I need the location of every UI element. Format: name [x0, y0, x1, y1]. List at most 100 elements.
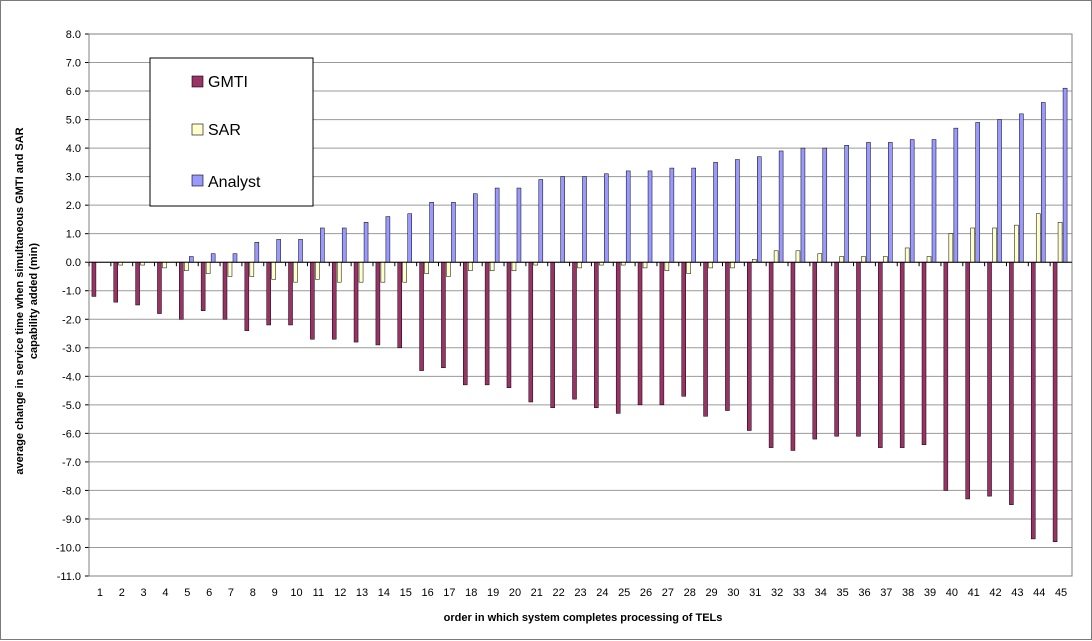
- x-tick-label: 5: [184, 587, 190, 599]
- bar-analyst-44: [1040, 102, 1046, 263]
- x-tick-label: 14: [378, 587, 390, 599]
- bar-analyst-6: [210, 253, 216, 263]
- bar-gmti-11: [310, 261, 315, 340]
- bar-analyst-14: [385, 216, 391, 263]
- bar-gmti-16: [419, 261, 424, 371]
- bar-gmti-14: [375, 261, 381, 346]
- bar-analyst-8: [254, 241, 260, 263]
- bar-gmti-29: [703, 261, 708, 417]
- y-tick-label: -4.0: [62, 371, 81, 383]
- bar-gmti-19: [484, 261, 490, 386]
- y-tick-label: -5.0: [62, 400, 81, 412]
- bar-analyst-9: [276, 239, 281, 263]
- bar-gmti-18: [463, 261, 468, 386]
- x-tick-label: 35: [837, 587, 849, 599]
- bar-sar-18: [468, 261, 473, 272]
- bar-analyst-33: [800, 147, 806, 263]
- bar-gmti-9: [266, 261, 271, 326]
- bar-analyst-38: [909, 139, 915, 263]
- x-tick-label: 37: [880, 587, 892, 599]
- bar-sar-14: [380, 261, 386, 283]
- bar-analyst-22: [560, 176, 565, 263]
- bar-sar-20: [511, 261, 517, 272]
- x-tick-label: 27: [662, 587, 674, 599]
- legend-box: [149, 57, 314, 207]
- bar-analyst-27: [669, 167, 675, 263]
- x-tick-label: 11: [313, 587, 324, 599]
- x-tick-label: 4: [162, 587, 168, 599]
- y-tick-label: 2.0: [66, 200, 81, 212]
- bar-gmti-7: [222, 261, 228, 320]
- y-tick-label: 3.0: [66, 172, 81, 184]
- bar-analyst-41: [975, 122, 980, 263]
- x-tick-label: 12: [334, 587, 346, 599]
- bar-gmti-32: [768, 261, 774, 448]
- bar-gmti-31: [747, 261, 752, 431]
- bar-sar-8: [249, 261, 255, 277]
- bar-analyst-19: [494, 187, 500, 263]
- x-tick-label: 44: [1033, 587, 1045, 599]
- x-tick-label: 38: [902, 587, 914, 599]
- bar-analyst-31: [757, 156, 762, 263]
- x-tick-label: 30: [727, 587, 739, 599]
- bar-gmti-44: [1030, 261, 1036, 540]
- y-tick-label: -2.0: [62, 314, 81, 326]
- y-tick-label: -3.0: [62, 343, 81, 355]
- x-tick-label: 32: [771, 587, 783, 599]
- bar-analyst-20: [516, 187, 522, 263]
- bar-gmti-2: [113, 261, 119, 303]
- bar-gmti-4: [157, 261, 162, 314]
- legend-label-analyst: Analyst: [208, 174, 261, 191]
- y-tick-label: 4.0: [66, 143, 81, 155]
- plot-area-border: [88, 33, 1073, 577]
- bar-analyst-7: [232, 253, 238, 263]
- bar-sar-42: [992, 227, 997, 263]
- bar-analyst-26: [647, 170, 653, 263]
- bar-sar-41: [970, 227, 975, 263]
- bar-gmti-28: [681, 261, 686, 397]
- legend-label-sar: SAR: [208, 122, 241, 139]
- legend-swatch-analyst: [191, 174, 204, 187]
- bar-gmti-33: [790, 261, 796, 451]
- bar-sar-29: [708, 261, 713, 269]
- bar-analyst-40: [953, 127, 959, 263]
- bar-gmti-27: [659, 261, 665, 406]
- bar-analyst-21: [538, 179, 544, 263]
- x-tick-label: 10: [290, 587, 302, 599]
- x-tick-label: 19: [487, 587, 499, 599]
- bar-analyst-45: [1062, 87, 1068, 263]
- x-tick-label: 25: [618, 587, 630, 599]
- axes: 8.0 7.0 6.0 5.0 4.0 3.0 2.0 1.0 0.0 -1.0 -2.0 -3.0 -…: [56, 29, 1073, 599]
- bar-analyst-18: [473, 193, 478, 263]
- bar-sar-36: [861, 256, 866, 263]
- x-tick-label: 7: [228, 587, 234, 599]
- bar-gmti-21: [528, 261, 534, 403]
- bar-gmti-43: [1009, 261, 1014, 505]
- x-tick-label: 2: [119, 587, 125, 599]
- bar-sar-30: [730, 261, 735, 269]
- bar-sar-38: [904, 247, 910, 263]
- y-tick-label: -10.0: [56, 542, 81, 554]
- bar-sar-45: [1057, 222, 1063, 263]
- bar-analyst-23: [582, 176, 587, 263]
- y-tick-label: 7.0: [66, 58, 81, 70]
- bar-analyst-32: [778, 150, 784, 263]
- x-tick-label: 28: [684, 587, 696, 599]
- bar-sar-37: [883, 256, 888, 263]
- x-tick-label: 8: [250, 587, 256, 599]
- bar-sar-33: [795, 250, 801, 263]
- bar-gmti-17: [441, 261, 446, 369]
- bar-sar-11: [315, 261, 320, 280]
- bar-analyst-39: [931, 139, 937, 263]
- bar-gmti-3: [135, 261, 140, 306]
- bar-sar-27: [664, 261, 670, 272]
- bar-sar-15: [402, 261, 407, 283]
- bar-gmti-42: [987, 261, 992, 497]
- bar-analyst-25: [625, 170, 631, 263]
- bar-gmti-25: [615, 261, 621, 414]
- bar-gmti-30: [725, 261, 730, 411]
- bar-analyst-11: [320, 227, 325, 263]
- x-tick-label: 18: [465, 587, 477, 599]
- bar-analyst-43: [1019, 113, 1024, 263]
- legend-swatch-gmti: [191, 75, 204, 88]
